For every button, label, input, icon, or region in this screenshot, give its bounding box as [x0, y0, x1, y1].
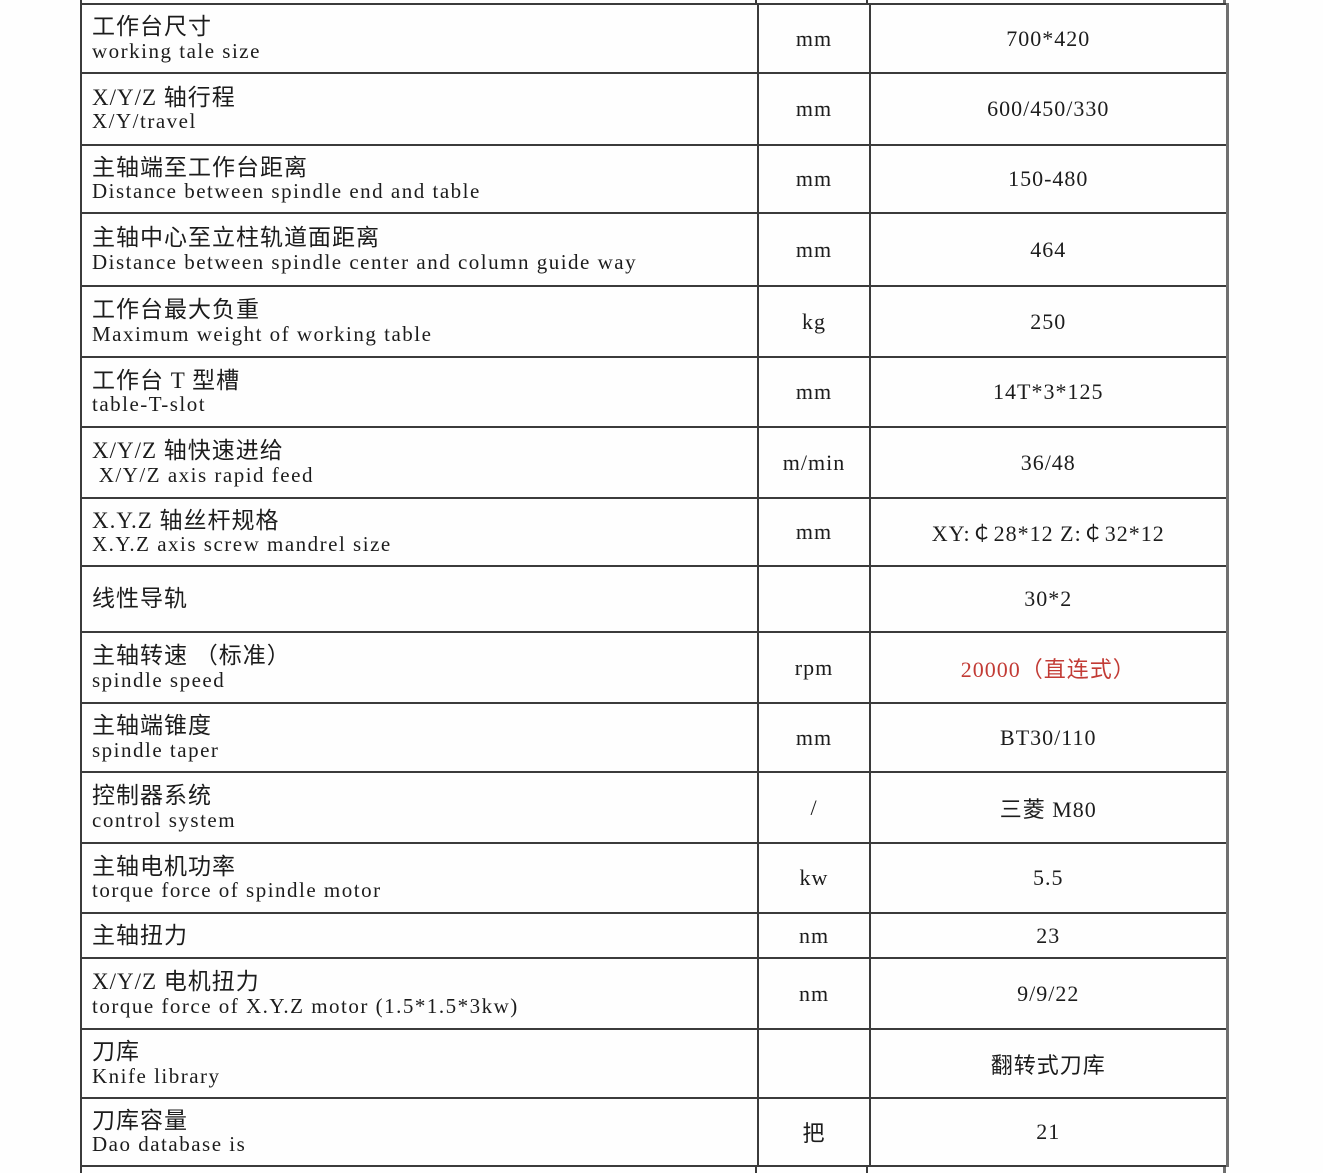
- unit-cell: kw: [757, 842, 871, 914]
- unit-cell: mm: [757, 3, 871, 74]
- param-label-zh: 刀库容量: [92, 1107, 188, 1133]
- table-edge-rule: [1223, 1167, 1226, 1173]
- param-label-zh: 主轴中心至立柱轨道面距离: [92, 225, 380, 251]
- table-row: X/Y/Z 电机扭力 torque force of X.Y.Z motor (…: [80, 957, 1229, 1030]
- param-label-en: Maximum weight of working table: [92, 321, 433, 346]
- table-row: 刀库 Knife library 翻转式刀库: [80, 1028, 1229, 1099]
- param-label-en: torque force of X.Y.Z motor (1.5*1.5*3kw…: [92, 993, 519, 1018]
- table-row: 刀库容量 Dao database is 把 21: [80, 1097, 1229, 1167]
- value-cell: 翻转式刀库: [869, 1028, 1229, 1099]
- value-cell: BT30/110: [869, 702, 1229, 773]
- table-edge-rule: [80, 1167, 82, 1173]
- unit-cell: mm: [757, 72, 871, 146]
- param-label-zh: 主轴转速 （标准）: [92, 643, 291, 669]
- param-label-zh: 主轴端锥度: [92, 713, 212, 739]
- table-edge-rule: [755, 1167, 757, 1173]
- param-label-zh: 工作台最大负重: [92, 297, 260, 323]
- table-row: 主轴电机功率 torque force of spindle motor kw …: [80, 842, 1229, 914]
- value-cell: 三菱 M80: [869, 771, 1229, 844]
- unit-cell: kg: [757, 285, 871, 358]
- unit-cell: [757, 565, 871, 633]
- param-label-zh: 主轴扭力: [92, 922, 188, 948]
- param-label-zh: 主轴端至工作台距离: [92, 154, 308, 180]
- table-row: 主轴扭力 nm 23: [80, 912, 1229, 959]
- value-cell: 14T*3*125: [869, 356, 1229, 428]
- param-label-zh: 工作台尺寸: [92, 14, 212, 40]
- param-label-en: working tale size: [92, 38, 261, 63]
- param-label-en: spindle taper: [92, 737, 220, 762]
- value-cell: 5.5: [869, 842, 1229, 914]
- param-label-en: X/Y/travel: [92, 109, 197, 134]
- table-row: 主轴端至工作台距离 Distance between spindle end a…: [80, 144, 1229, 214]
- param-label-zh: 工作台 T 型槽: [92, 367, 241, 393]
- unit-cell: /: [757, 771, 871, 844]
- param-label-en: table-T-slot: [92, 392, 207, 417]
- value-cell-highlighted: 20000（直连式）: [869, 631, 1229, 704]
- table-row: 主轴端锥度 spindle taper mm BT30/110: [80, 702, 1229, 773]
- unit-cell: mm: [757, 497, 871, 567]
- unit-cell: nm: [757, 957, 871, 1030]
- value-cell: 30*2: [869, 565, 1229, 633]
- param-label-en: torque force of spindle motor: [92, 878, 382, 903]
- value-cell: 23: [869, 912, 1229, 959]
- param-label-en: X/Y/Z axis rapid feed: [92, 462, 314, 487]
- unit-cell: m/min: [757, 426, 871, 499]
- unit-cell: mm: [757, 702, 871, 773]
- table-edge-rule: [755, 0, 757, 4]
- param-label-en: Dao database is: [92, 1132, 247, 1157]
- value-cell: 9/9/22: [869, 957, 1229, 1030]
- table-row: X/Y/Z 轴快速进给 X/Y/Z axis rapid feed m/min …: [80, 426, 1229, 499]
- value-cell: 21: [869, 1097, 1229, 1167]
- table-edge-rule: [80, 0, 82, 4]
- unit-cell: 把: [757, 1097, 871, 1167]
- param-label-zh: 线性导轨: [92, 586, 188, 612]
- table-edge-rule: [866, 0, 868, 4]
- unit-cell: mm: [757, 144, 871, 214]
- value-cell: 250: [869, 285, 1229, 358]
- unit-cell: mm: [757, 356, 871, 428]
- param-label-en: X.Y.Z axis screw mandrel size: [92, 532, 392, 557]
- unit-cell: [757, 1028, 871, 1099]
- unit-cell: mm: [757, 212, 871, 287]
- table-row: X/Y/Z 轴行程 X/Y/travel mm 600/450/330: [80, 72, 1229, 146]
- table-row: 控制器系统 control system / 三菱 M80: [80, 771, 1229, 844]
- value-cell: 700*420: [869, 3, 1229, 74]
- param-label-zh: 控制器系统: [92, 783, 212, 809]
- unit-cell: nm: [757, 912, 871, 959]
- param-label-en: spindle speed: [92, 667, 226, 692]
- param-label-zh: X.Y.Z 轴丝杆规格: [92, 507, 280, 533]
- param-label-zh: X/Y/Z 电机扭力: [92, 969, 260, 995]
- value-cell: 150-480: [869, 144, 1229, 214]
- spec-table: 工作台尺寸 working tale size mm 700*420 X/Y/Z…: [80, 3, 1229, 1167]
- table-row: 工作台 T 型槽 table-T-slot mm 14T*3*125: [80, 356, 1229, 428]
- value-cell: 36/48: [869, 426, 1229, 499]
- table-row: X.Y.Z 轴丝杆规格 X.Y.Z axis screw mandrel siz…: [80, 497, 1229, 567]
- param-label-en: Distance between spindle center and colu…: [92, 249, 638, 274]
- param-label-zh: X/Y/Z 轴行程: [92, 84, 236, 110]
- value-cell: 600/450/330: [869, 72, 1229, 146]
- param-label-en: Knife library: [92, 1063, 221, 1088]
- table-row: 主轴转速 （标准） spindle speed rpm 20000（直连式）: [80, 631, 1229, 704]
- value-cell: XY:￠28*12 Z:￠32*12: [869, 497, 1229, 567]
- unit-cell: rpm: [757, 631, 871, 704]
- param-label-en: control system: [92, 807, 237, 832]
- table-row: 线性导轨 30*2: [80, 565, 1229, 633]
- value-cell: 464: [869, 212, 1229, 287]
- param-label-zh: 主轴电机功率: [92, 853, 236, 879]
- param-label-en: Distance between spindle end and table: [92, 179, 481, 204]
- table-row: 主轴中心至立柱轨道面距离 Distance between spindle ce…: [80, 212, 1229, 287]
- table-row: 工作台最大负重 Maximum weight of working table …: [80, 285, 1229, 358]
- param-label-zh: X/Y/Z 轴快速进给: [92, 438, 284, 464]
- table-edge-rule: [1223, 0, 1226, 4]
- table-edge-rule: [866, 1167, 868, 1173]
- table-row: 工作台尺寸 working tale size mm 700*420: [80, 3, 1229, 74]
- param-label-zh: 刀库: [92, 1039, 140, 1065]
